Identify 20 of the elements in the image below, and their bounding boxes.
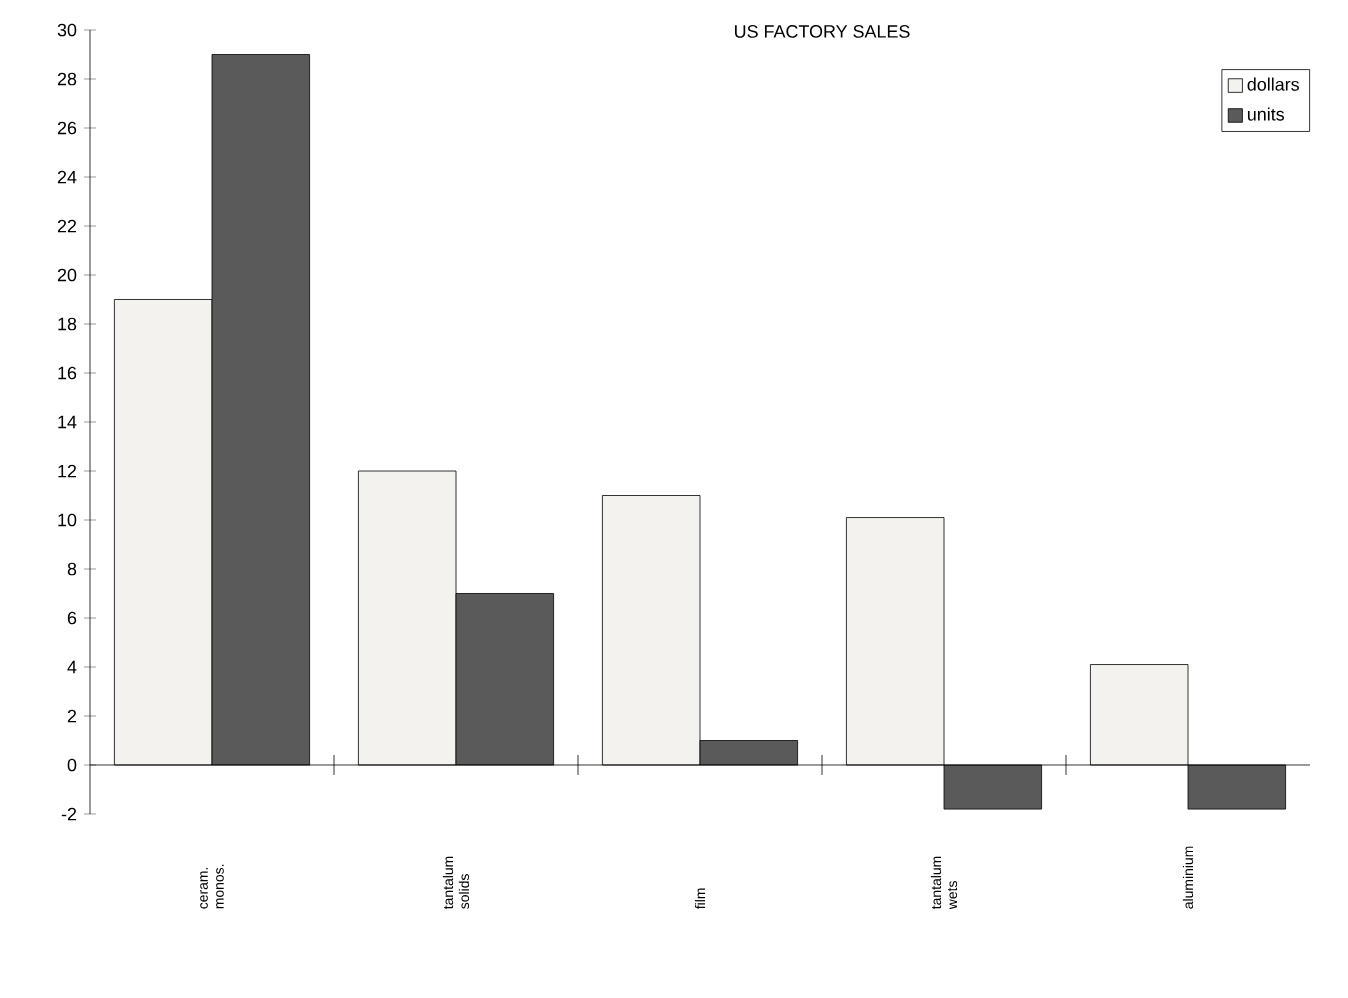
y-tick-label: 2: [67, 709, 77, 723]
y-tick-label: 14: [58, 415, 77, 429]
y-tick-label: 10: [58, 513, 77, 527]
y-tick-label: 12: [58, 464, 77, 478]
y-tick-label: 24: [57, 170, 77, 184]
y-tick-label: -2: [61, 807, 77, 821]
chart-title: US FACTORY SALES: [735, 25, 910, 38]
y-tick-label: 20: [57, 268, 77, 282]
y-tick-label: 22: [57, 219, 77, 233]
y-tick-label: 8: [67, 562, 77, 576]
y-tick-label: 30: [57, 23, 77, 37]
legend-label: units: [1247, 107, 1285, 121]
y-tick-label: 0: [67, 758, 77, 772]
y-tick-label: 18: [58, 317, 77, 331]
y-tick-label: 6: [67, 611, 77, 625]
y-tick-label: 4: [67, 660, 77, 674]
y-tick-label: 16: [58, 366, 77, 380]
legend-label: dollars: [1247, 77, 1299, 91]
y-tick-label: 26: [57, 121, 77, 135]
y-tick-label: 28: [57, 72, 77, 86]
